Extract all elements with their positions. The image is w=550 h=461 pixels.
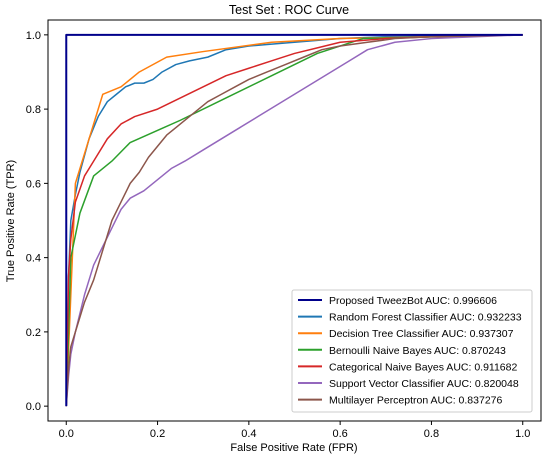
y-tick-label: 0.4 (26, 253, 41, 265)
series-layer (65, 33, 523, 407)
x-axis-title: False Positive Rate (FPR) (230, 442, 357, 454)
series-line-4 (65, 34, 523, 407)
series-line-0 (65, 33, 523, 407)
legend-label: Random Forest Classifier AUC: 0.932233 (329, 312, 522, 324)
legend-box (291, 289, 533, 413)
ticks-layer: 0.0 0.2 0.4 0.6 0.8 1.0 0.0 0.2 0.4 0.6 0.8 1.0 (26, 30, 531, 440)
series-line-5 (65, 34, 523, 407)
series-line-6 (65, 34, 523, 407)
legend-label: Proposed TweezBot AUC: 0.996606 (329, 295, 497, 307)
y-tick-label: 0.8 (26, 104, 41, 116)
y-tick-label: 0.2 (26, 327, 41, 339)
x-tick-label: 0.0 (59, 428, 74, 440)
legend-label: Bernoulli Naive Bayes AUC: 0.870243 (329, 345, 506, 357)
x-tick-label: 1.0 (515, 428, 530, 440)
x-tick-label: 0.2 (150, 428, 165, 440)
chart-title: Test Set : ROC Curve (229, 3, 349, 17)
x-tick-label: 0.4 (241, 428, 256, 440)
legend-items: Proposed TweezBot AUC: 0.996606 Random Fo… (298, 295, 522, 407)
legend-label: Support Vector Classifier AUC: 0.820048 (329, 378, 519, 390)
plot-frame (47, 19, 542, 422)
series-line-2 (65, 34, 523, 407)
legend-label: Multilayer Perceptron AUC: 0.837276 (329, 395, 503, 407)
legend: Proposed TweezBot AUC: 0.996606 Random Fo… (291, 289, 533, 413)
legend-label: Decision Tree Classifier AUC: 0.937307 (329, 328, 514, 340)
x-tick-label: 0.6 (332, 428, 347, 440)
y-tick-label: 0.0 (26, 401, 41, 413)
series-line-3 (65, 34, 523, 407)
legend-label: Categorical Naive Bayes AUC: 0.911682 (329, 361, 517, 373)
y-axis-title: True Positive Rate (TPR) (5, 160, 17, 282)
y-tick-label: 0.6 (26, 178, 41, 190)
y-tick-label: 1.0 (26, 30, 41, 42)
x-tick-label: 0.8 (424, 428, 439, 440)
